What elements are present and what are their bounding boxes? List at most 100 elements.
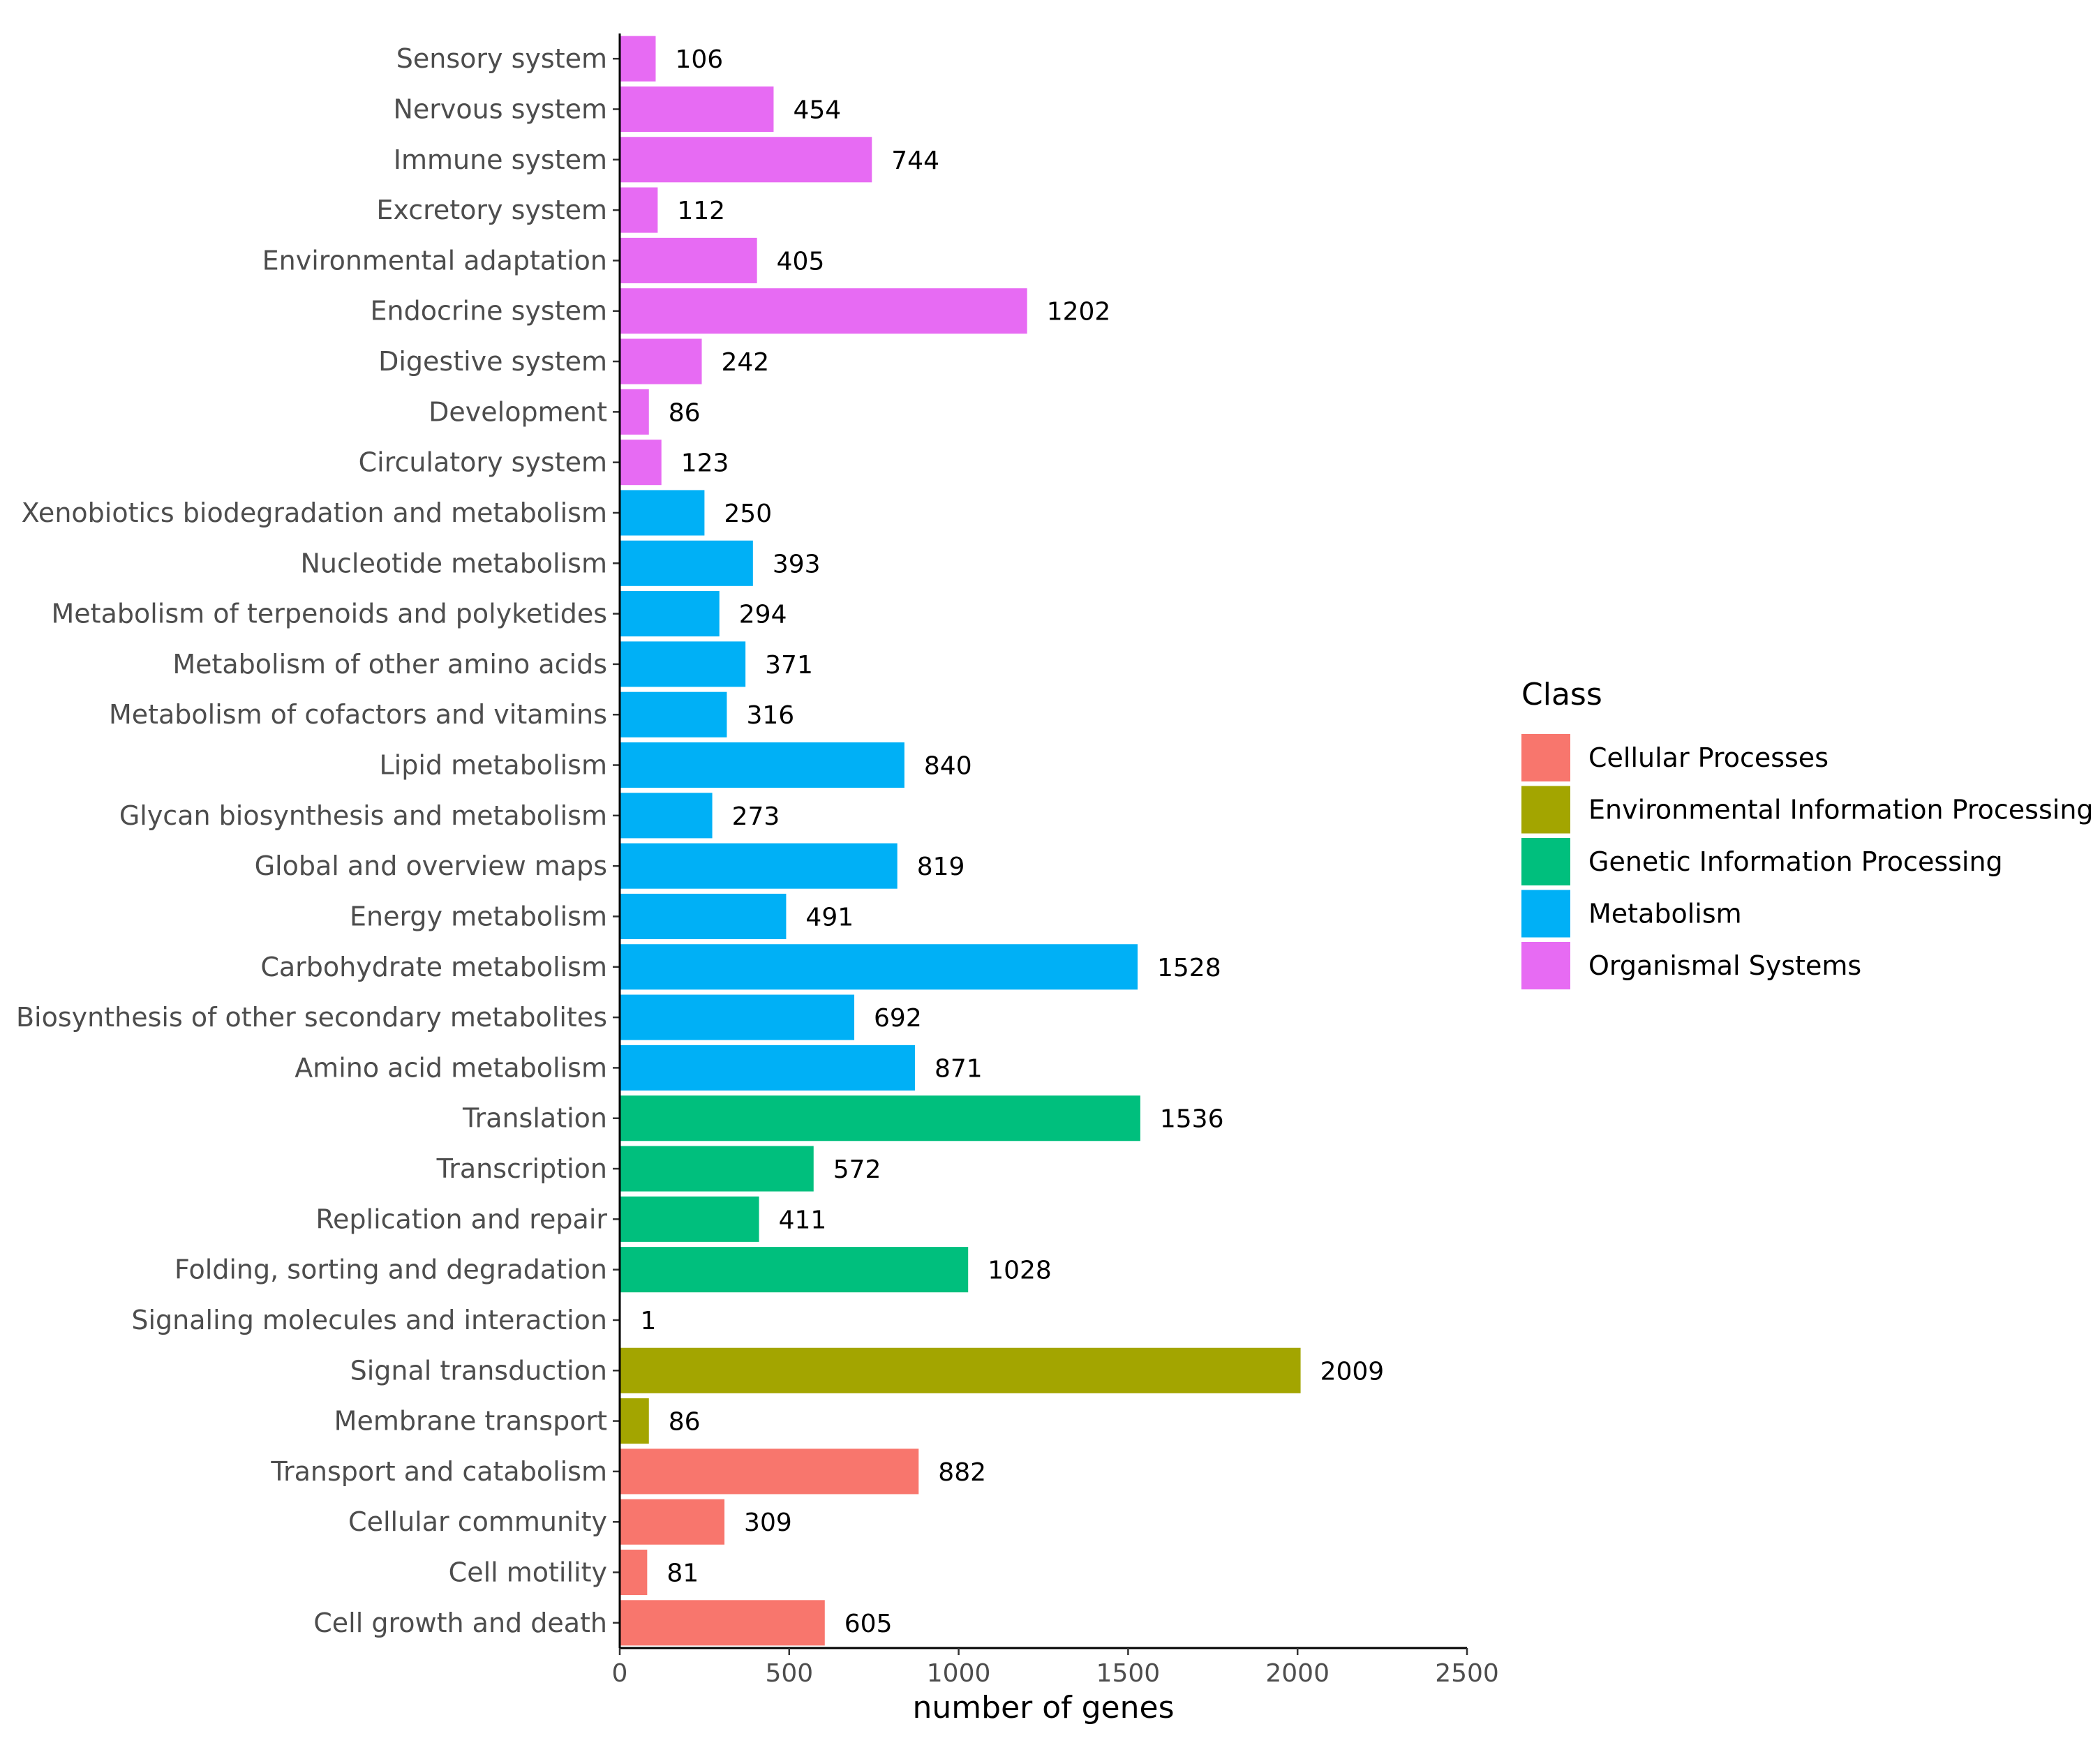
bar bbox=[620, 389, 649, 435]
data-label: 1028 bbox=[988, 1257, 1052, 1285]
category-label: Cell motility bbox=[449, 1557, 607, 1588]
data-label: 273 bbox=[732, 802, 780, 831]
bar bbox=[620, 237, 757, 283]
category-label: Metabolism of terpenoids and polyketides bbox=[52, 599, 608, 629]
bar bbox=[620, 1398, 649, 1444]
data-label: 819 bbox=[917, 853, 965, 881]
category-label: Development bbox=[429, 396, 607, 427]
data-label: 882 bbox=[938, 1458, 986, 1487]
bar bbox=[620, 1196, 759, 1242]
data-label: 572 bbox=[833, 1155, 881, 1184]
category-label: Lipid metabolism bbox=[380, 750, 608, 781]
category-label: Metabolism of other amino acids bbox=[172, 649, 607, 680]
category-label: Cell growth and death bbox=[313, 1608, 607, 1638]
data-label: 411 bbox=[779, 1206, 827, 1234]
data-label: 454 bbox=[793, 96, 841, 124]
x-tick-label: 1500 bbox=[1096, 1659, 1161, 1688]
category-label: Circulatory system bbox=[359, 447, 607, 478]
category-label: Transport and catabolism bbox=[270, 1456, 607, 1487]
category-label: Transcription bbox=[436, 1153, 607, 1184]
category-label: Excretory system bbox=[376, 195, 607, 225]
bar bbox=[620, 36, 656, 82]
category-label: Signal transduction bbox=[350, 1355, 607, 1386]
data-label: 81 bbox=[667, 1559, 699, 1588]
data-label: 393 bbox=[773, 550, 821, 578]
legend-label: Cellular Processes bbox=[1588, 742, 1829, 773]
category-label: Digestive system bbox=[378, 346, 607, 377]
bar bbox=[620, 338, 702, 384]
data-label: 242 bbox=[722, 348, 770, 377]
data-label: 86 bbox=[669, 398, 701, 427]
bar bbox=[620, 994, 855, 1040]
bar bbox=[620, 742, 904, 788]
data-label: 1528 bbox=[1157, 954, 1221, 982]
legend-label: Organismal Systems bbox=[1588, 950, 1861, 981]
axis-layer: Sensory system Nervous system Immune syste… bbox=[16, 33, 1499, 1725]
data-label: 123 bbox=[681, 449, 729, 478]
category-label: Cellular community bbox=[348, 1506, 607, 1537]
legend-key bbox=[1521, 942, 1570, 989]
category-label: Global and overview maps bbox=[255, 851, 607, 881]
x-tick-label: 1000 bbox=[927, 1659, 991, 1688]
bar bbox=[620, 540, 753, 586]
data-label: 294 bbox=[739, 601, 787, 629]
legend-key bbox=[1521, 734, 1570, 781]
x-tick-label: 0 bbox=[612, 1659, 628, 1688]
x-tick-label: 2500 bbox=[1435, 1659, 1499, 1688]
data-label: 840 bbox=[924, 752, 972, 781]
bar bbox=[620, 1499, 725, 1545]
bar bbox=[620, 793, 713, 839]
data-label: 2009 bbox=[1320, 1357, 1385, 1386]
x-tick-label: 500 bbox=[765, 1659, 813, 1688]
bar bbox=[620, 843, 898, 889]
data-label: 309 bbox=[744, 1508, 792, 1537]
bar bbox=[620, 440, 662, 486]
data-label: 106 bbox=[675, 45, 723, 74]
data-label: 692 bbox=[874, 1004, 922, 1033]
category-label: Translation bbox=[462, 1103, 607, 1134]
category-label: Metabolism of cofactors and vitamins bbox=[109, 699, 607, 730]
data-label: 744 bbox=[891, 147, 939, 175]
category-label: Energy metabolism bbox=[350, 901, 607, 931]
legend: Class Cellular Processes Environmental Inf… bbox=[1521, 677, 2094, 989]
x-tick-label: 2000 bbox=[1265, 1659, 1330, 1688]
legend-title: Class bbox=[1521, 677, 1602, 712]
bar bbox=[620, 1045, 915, 1091]
bar bbox=[620, 1095, 1140, 1141]
bar bbox=[620, 1247, 969, 1293]
category-label: Nucleotide metabolism bbox=[300, 548, 607, 578]
category-label: Glycan biosynthesis and metabolism bbox=[119, 800, 607, 831]
legend-label: Environmental Information Processing bbox=[1588, 795, 2094, 825]
data-label: 250 bbox=[724, 500, 772, 528]
category-label: Endocrine system bbox=[371, 296, 607, 327]
data-label: 1536 bbox=[1160, 1105, 1224, 1134]
category-label: Nervous system bbox=[393, 93, 607, 124]
data-label: 605 bbox=[844, 1610, 893, 1638]
category-label: Replication and repair bbox=[315, 1204, 607, 1234]
bar bbox=[620, 1347, 1301, 1393]
data-label: 86 bbox=[669, 1408, 701, 1437]
bar bbox=[620, 288, 1027, 334]
data-label: 491 bbox=[805, 903, 854, 931]
bar bbox=[620, 490, 705, 536]
category-label: Amino acid metabolism bbox=[295, 1052, 607, 1083]
data-label: 405 bbox=[777, 247, 825, 276]
legend-key bbox=[1521, 890, 1570, 938]
data-label: 871 bbox=[934, 1054, 983, 1083]
bar bbox=[620, 1549, 648, 1596]
category-label: Environmental adaptation bbox=[262, 245, 607, 276]
legend-key bbox=[1521, 838, 1570, 885]
bar bbox=[620, 86, 774, 133]
bar bbox=[620, 1448, 919, 1495]
legend-label: Metabolism bbox=[1588, 899, 1742, 929]
bar bbox=[620, 187, 658, 233]
data-label: 112 bbox=[677, 197, 725, 225]
bar bbox=[620, 691, 727, 738]
category-label: Carbohydrate metabolism bbox=[260, 952, 607, 982]
bar bbox=[620, 137, 872, 183]
category-label: Sensory system bbox=[396, 43, 607, 74]
bar bbox=[620, 1600, 825, 1646]
